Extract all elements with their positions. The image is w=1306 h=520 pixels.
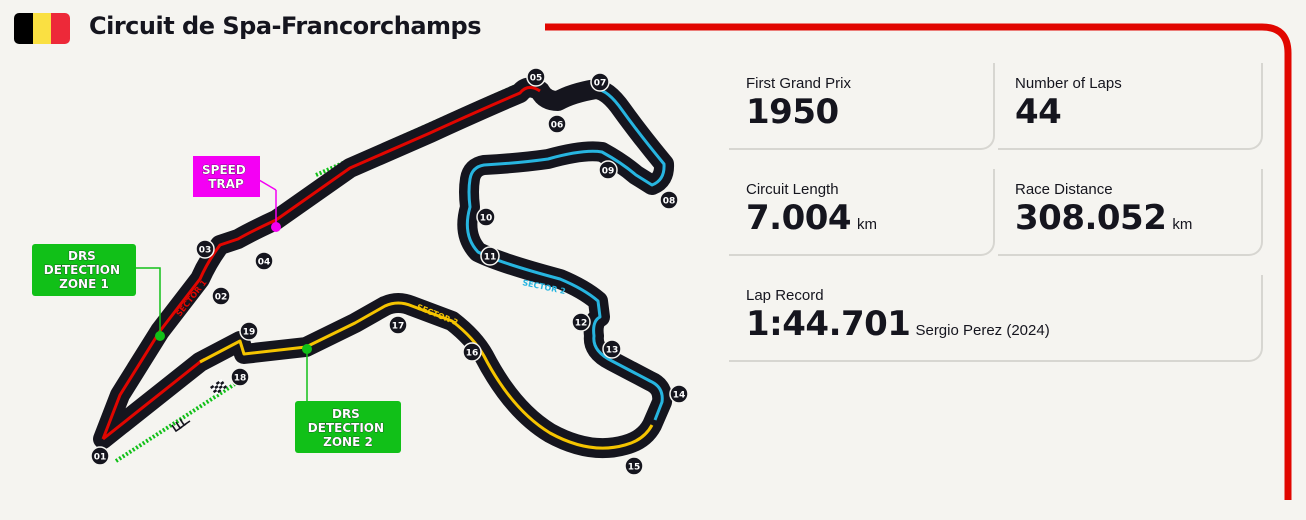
- turn-marker-06: 06: [547, 114, 567, 134]
- sector-2-line: [465, 87, 666, 421]
- direction-arrows-icon: [171, 418, 191, 433]
- turn-marker-12: 12: [571, 312, 591, 332]
- turn-label: 04: [258, 258, 271, 268]
- sector-3-line: [199, 301, 654, 450]
- turn-label: 16: [466, 349, 479, 359]
- number-of-laps-label: Number of Laps: [1015, 75, 1122, 92]
- turn-label: 14: [673, 391, 686, 401]
- turn-marker-03: 03: [195, 239, 215, 259]
- lap-record-value: 1:44.701: [746, 304, 911, 344]
- turn-label: 12: [575, 319, 588, 329]
- drs-zone-1-label: DRS DETECTION ZONE 1: [44, 249, 124, 291]
- turn-label: 10: [480, 214, 493, 224]
- turn-label: 01: [94, 453, 107, 463]
- turn-marker-11: 11: [480, 246, 500, 266]
- lap-record-holder: Sergio Perez (2024): [915, 322, 1050, 339]
- turn-label: 11: [484, 253, 497, 263]
- turn-marker-18: 18: [230, 367, 250, 387]
- first-grand-prix-label: First Grand Prix: [746, 75, 852, 92]
- turn-marker-07: 07: [590, 72, 610, 92]
- race-distance-label: Race Distance: [1015, 181, 1113, 198]
- turn-marker-10: 10: [476, 207, 496, 227]
- turn-label: 02: [215, 293, 228, 303]
- turn-marker-15: 15: [624, 456, 644, 476]
- circuit-length-value: 7.004: [746, 198, 852, 238]
- track-outline: [93, 77, 675, 459]
- turn-marker-02: 02: [211, 286, 231, 306]
- drs-zone-1-marker: [155, 331, 165, 341]
- turn-marker-19: 19: [239, 321, 259, 341]
- checkered-flag-icon: [210, 378, 228, 396]
- turn-label: 18: [234, 374, 247, 384]
- speed-trap-box: [193, 156, 260, 197]
- drs-zone-1-box: [32, 244, 136, 296]
- drs-zone-2-box: [295, 401, 401, 453]
- first-grand-prix-card: First Grand Prix 1950: [729, 63, 995, 150]
- turn-marker-08: 08: [659, 190, 679, 210]
- race-distance-unit: km: [1172, 216, 1193, 233]
- race-distance-card: Race Distance 308.052 km: [998, 169, 1263, 256]
- number-of-laps-value: 44: [1015, 92, 1062, 132]
- belgium-flag-icon: [14, 13, 71, 44]
- first-grand-prix-value: 1950: [746, 92, 839, 132]
- race-distance-value: 308.052: [1015, 198, 1167, 238]
- turn-label: 17: [392, 322, 405, 332]
- lap-record-card: Lap Record 1:44.701 Sergio Perez (2024): [729, 275, 1263, 362]
- turn-label: 08: [663, 197, 676, 207]
- circuit-length-label: Circuit Length: [746, 181, 839, 198]
- turn-markers: 01 02 03 04 05 06 07 08 09 10 11 12 13 14 15 16 17 18 19: [90, 67, 689, 476]
- turn-label: 05: [530, 74, 543, 84]
- turn-marker-09: 09: [598, 160, 618, 180]
- circuit-map: SECTOR 1 SECTOR 2 SECTOR 3 SPEED TRAP DR…: [32, 67, 689, 476]
- speed-trap-label: SPEED TRAP: [202, 163, 250, 191]
- turn-label: 13: [606, 346, 619, 356]
- turn-marker-13: 13: [602, 339, 622, 359]
- circuit-length-card: Circuit Length 7.004 km: [729, 169, 995, 256]
- turn-marker-04: 04: [254, 251, 274, 271]
- circuit-length-unit: km: [857, 216, 878, 233]
- turn-label: 15: [628, 463, 641, 473]
- turn-label: 09: [602, 167, 615, 177]
- turn-label: 19: [243, 328, 256, 338]
- drs-zone-2-label: DRS DETECTION ZONE 2: [308, 407, 388, 449]
- turn-marker-17: 17: [388, 315, 408, 335]
- drs-line-2: [114, 380, 240, 463]
- turn-marker-16: 16: [462, 342, 482, 362]
- turn-label: 06: [551, 121, 564, 131]
- drs-zone-2-marker: [302, 344, 312, 354]
- turn-label: 07: [594, 79, 607, 89]
- turn-marker-05: 05: [526, 67, 546, 87]
- page-title: Circuit de Spa-Francorchamps: [89, 12, 481, 40]
- speed-trap-marker: [271, 222, 281, 232]
- number-of-laps-card: Number of Laps 44: [998, 63, 1263, 150]
- lap-record-label: Lap Record: [746, 287, 824, 304]
- turn-label: 03: [199, 246, 212, 256]
- turn-marker-01: 01: [90, 446, 110, 466]
- turn-marker-14: 14: [669, 384, 689, 404]
